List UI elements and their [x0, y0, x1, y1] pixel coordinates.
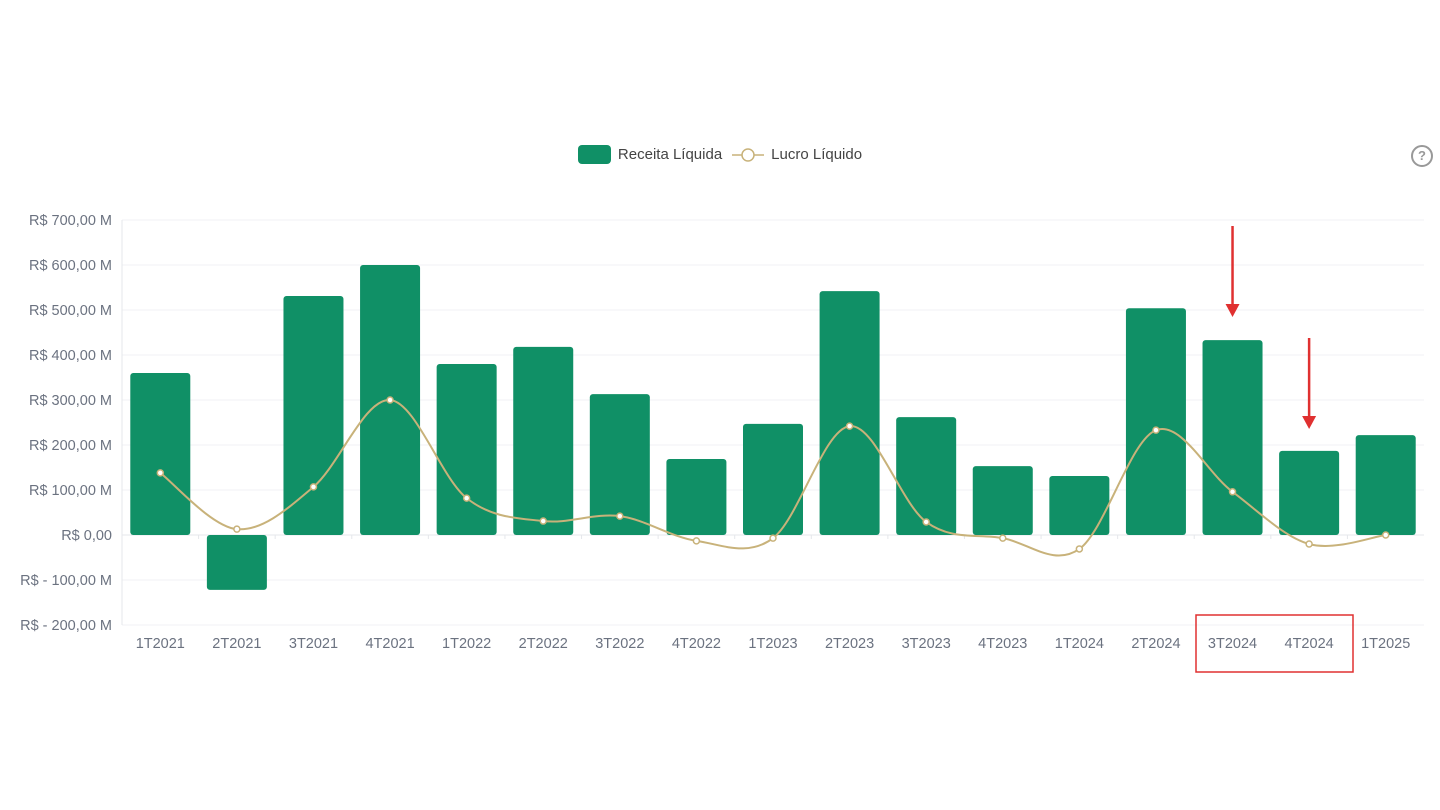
x-tick-label: 3T2024: [1208, 636, 1257, 652]
y-tick-label: R$ 600,00 M: [29, 258, 112, 274]
y-tick-label: R$ 300,00 M: [29, 393, 112, 409]
point-lucro[interactable]: [386, 396, 394, 404]
bar-receita[interactable]: [206, 535, 267, 590]
legend-item-receita[interactable]: Receita Líquida: [577, 145, 723, 164]
y-tick-label: R$ 400,00 M: [29, 348, 112, 364]
point-lucro[interactable]: [845, 422, 854, 430]
legend-item-lucro[interactable]: Lucro Líquido: [732, 146, 862, 163]
bar-receita[interactable]: [283, 296, 344, 535]
y-tick-label: R$ 0,00: [61, 528, 112, 544]
x-tick-label: 1T2025: [1361, 636, 1410, 652]
x-tick-label: 4T2021: [365, 636, 414, 652]
x-tick-label: 1T2022: [442, 636, 491, 652]
line-lucro: [159, 398, 1386, 557]
x-tick-label: 1T2023: [748, 636, 797, 652]
annotation-box: [1195, 614, 1354, 673]
point-lucro[interactable]: [309, 483, 318, 491]
x-tick-label: 1T2021: [136, 636, 185, 652]
point-lucro[interactable]: [692, 537, 701, 545]
x-tick-label: 4T2024: [1285, 636, 1334, 652]
point-lucro[interactable]: [999, 534, 1007, 542]
point-lucro[interactable]: [769, 534, 777, 542]
bar-receita[interactable]: [436, 364, 497, 535]
point-lucro[interactable]: [922, 518, 930, 526]
point-lucro[interactable]: [156, 469, 165, 477]
bar-swatch-icon: [577, 145, 611, 164]
line-swatch-icon: [732, 147, 765, 162]
bar-receita[interactable]: [1125, 308, 1186, 535]
y-tick-label: R$ 200,00 M: [29, 438, 112, 454]
point-lucro[interactable]: [1305, 540, 1313, 548]
y-tick-label: R$ 700,00 M: [29, 213, 112, 229]
y-tick-label: R$ - 100,00 M: [20, 573, 112, 589]
point-lucro[interactable]: [539, 517, 547, 525]
y-tick-label: R$ 100,00 M: [29, 483, 112, 499]
point-lucro[interactable]: [1381, 531, 1390, 539]
x-tick-label: 2T2024: [1131, 636, 1180, 652]
bar-receita[interactable]: [819, 291, 880, 535]
bar-receita[interactable]: [130, 373, 191, 535]
legend-label-lucro: Lucro Líquido: [771, 146, 863, 163]
y-tick-label: R$ - 200,00 M: [20, 618, 112, 634]
x-tick-label: 4T2023: [978, 636, 1027, 652]
bar-receita[interactable]: [513, 346, 574, 535]
bar-receita[interactable]: [589, 394, 650, 535]
point-lucro[interactable]: [1228, 488, 1237, 496]
point-lucro[interactable]: [1075, 545, 1084, 553]
x-tick-label: 2T2023: [825, 636, 874, 652]
x-tick-label: 3T2022: [595, 636, 644, 652]
x-tick-label: 2T2021: [212, 636, 261, 652]
bar-receita[interactable]: [1355, 435, 1416, 535]
bar-receita[interactable]: [1279, 450, 1340, 535]
point-lucro[interactable]: [233, 525, 241, 533]
point-lucro[interactable]: [462, 494, 471, 502]
bar-receita[interactable]: [666, 458, 727, 535]
x-tick-label: 2T2022: [519, 636, 568, 652]
bar-receita[interactable]: [1049, 476, 1110, 535]
x-tick-label: 4T2022: [672, 636, 721, 652]
x-tick-label: 3T2021: [289, 636, 338, 652]
point-lucro[interactable]: [1152, 426, 1160, 434]
point-lucro[interactable]: [616, 512, 624, 520]
bar-receita[interactable]: [743, 423, 803, 535]
annotation-arrowhead: [1302, 416, 1317, 429]
x-tick-label: 3T2023: [902, 636, 951, 652]
chart-legend: Receita Líquida Lucro Líquido: [0, 145, 1440, 164]
annotation-arrowhead: [1225, 304, 1240, 317]
bar-receita[interactable]: [972, 466, 1033, 535]
help-icon[interactable]: ?: [1411, 145, 1433, 167]
bar-receita[interactable]: [896, 417, 957, 535]
legend-label-receita: Receita Líquida: [617, 146, 723, 163]
x-tick-label: 1T2024: [1055, 636, 1104, 652]
bar-receita[interactable]: [1202, 340, 1263, 535]
y-tick-label: R$ 500,00 M: [29, 303, 112, 319]
